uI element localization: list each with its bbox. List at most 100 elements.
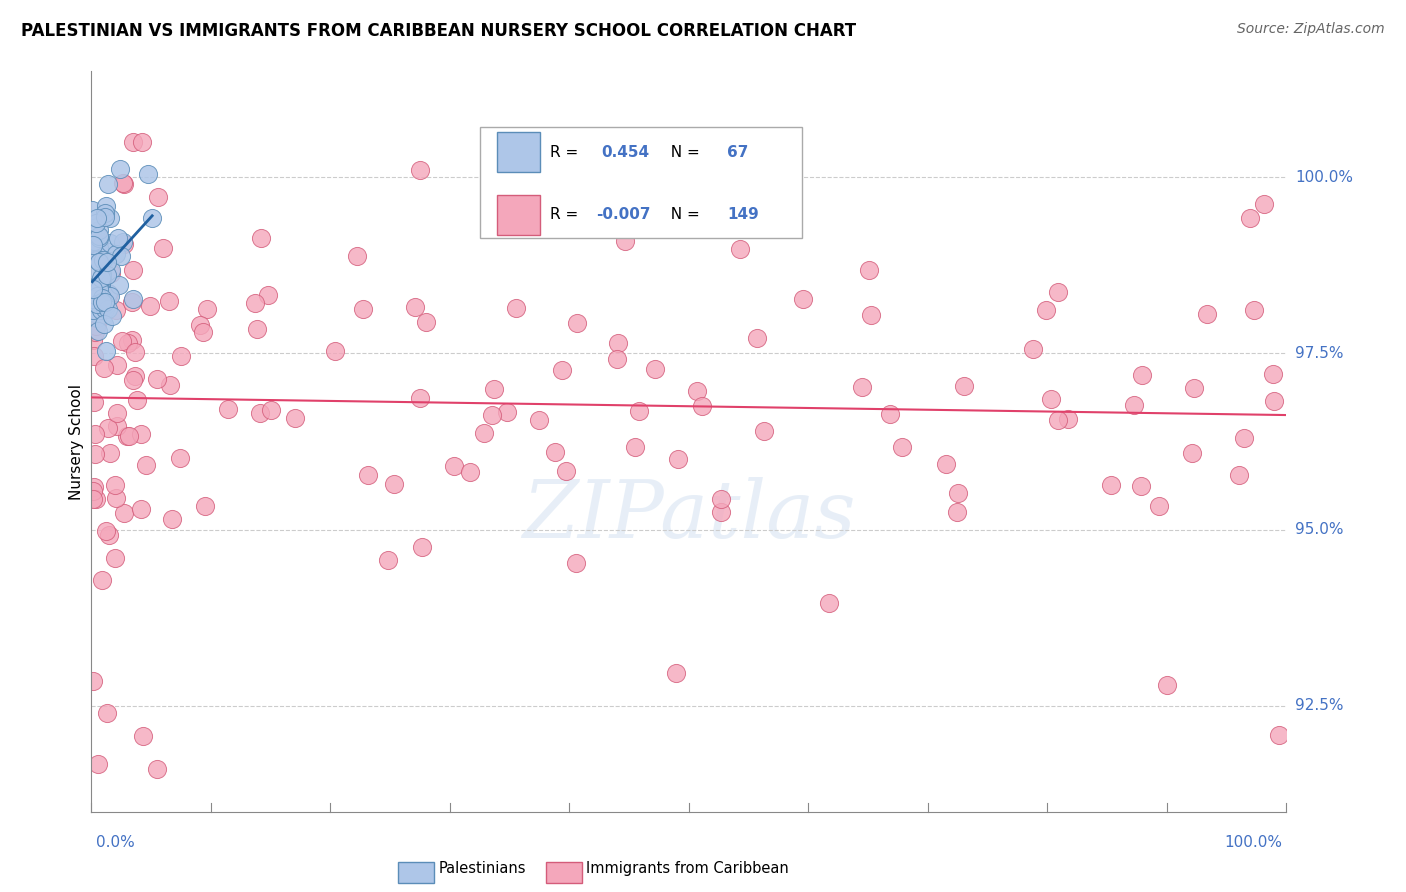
Point [96, 268, 118, 283]
Point [1047, 413, 1070, 427]
Point [83, 395, 105, 409]
Point [146, 189, 169, 203]
Text: R =: R = [550, 145, 583, 160]
Text: PALESTINIAN VS IMMIGRANTS FROM CARIBBEAN NURSERY SCHOOL CORRELATION CHART: PALESTINIAN VS IMMIGRANTS FROM CARIBBEAN… [21, 22, 856, 40]
Point [505, 301, 527, 315]
Point [82, 302, 104, 317]
Point [818, 596, 841, 610]
Point [90, 291, 112, 305]
Point [952, 379, 974, 393]
Point [91, 258, 114, 272]
Point [1263, 394, 1285, 409]
Point [89, 231, 111, 245]
Point [664, 666, 686, 681]
Point [84, 216, 107, 230]
Point [97, 302, 120, 317]
Point [472, 425, 495, 440]
Text: R =: R = [550, 207, 583, 222]
Point [96, 254, 118, 268]
Point [565, 556, 588, 570]
Point [1130, 368, 1153, 383]
Point [93, 210, 115, 224]
Point [352, 302, 374, 317]
Point [89, 223, 111, 237]
Point [98, 245, 121, 260]
Point [129, 501, 152, 516]
Point [946, 505, 969, 519]
Point [686, 384, 709, 398]
Point [666, 451, 689, 466]
Point [1243, 303, 1265, 318]
Point [90, 303, 112, 318]
Point [86, 297, 108, 311]
Point [93, 361, 115, 376]
Point [90, 296, 112, 310]
Point [146, 372, 169, 386]
Point [91, 267, 114, 281]
Text: 100.0%: 100.0% [1225, 836, 1282, 850]
FancyBboxPatch shape [496, 194, 540, 235]
Point [84, 491, 107, 506]
Point [752, 424, 775, 438]
Point [482, 382, 505, 396]
Point [82, 483, 104, 498]
Text: 92.5%: 92.5% [1295, 698, 1343, 714]
Point [256, 288, 278, 302]
Text: 0.0%: 0.0% [96, 836, 135, 850]
Text: 97.5%: 97.5% [1295, 346, 1343, 361]
Point [125, 392, 148, 407]
Point [117, 336, 139, 351]
Point [82, 282, 104, 296]
Text: Palestinians: Palestinians [439, 862, 526, 876]
Point [1039, 392, 1062, 406]
Point [121, 333, 143, 347]
Point [90, 275, 112, 289]
Point [87, 325, 110, 339]
Point [94, 199, 117, 213]
Point [83, 289, 105, 303]
Point [83, 349, 105, 363]
Point [105, 491, 128, 506]
Point [91, 253, 114, 268]
Point [110, 161, 132, 176]
Point [194, 499, 217, 513]
Point [101, 309, 124, 323]
Point [409, 391, 432, 405]
Point [86, 318, 108, 332]
Point [948, 486, 970, 500]
Point [89, 247, 111, 261]
Point [86, 289, 108, 303]
Point [860, 308, 883, 322]
Point [118, 428, 141, 442]
Point [1239, 211, 1261, 226]
Point [135, 458, 157, 472]
Point [94, 343, 117, 358]
Point [98, 289, 121, 303]
Point [136, 167, 159, 181]
Point [1099, 477, 1122, 491]
Point [84, 325, 107, 339]
Point [87, 756, 110, 771]
Point [460, 465, 482, 479]
Point [551, 363, 574, 377]
Point [1267, 728, 1289, 742]
Point [87, 277, 110, 292]
Point [86, 253, 108, 268]
Point [544, 445, 567, 459]
Point [443, 458, 465, 473]
Point [217, 401, 239, 416]
Point [94, 524, 117, 538]
Point [879, 407, 901, 421]
Point [1195, 307, 1218, 321]
Point [90, 271, 112, 285]
Point [555, 465, 578, 479]
Point [195, 302, 218, 317]
Point [346, 249, 368, 263]
Point [496, 405, 519, 419]
Point [122, 135, 145, 149]
Point [193, 326, 215, 340]
Point [90, 298, 112, 312]
Point [110, 249, 132, 263]
Text: -0.007: -0.007 [596, 207, 650, 222]
Point [97, 177, 120, 191]
